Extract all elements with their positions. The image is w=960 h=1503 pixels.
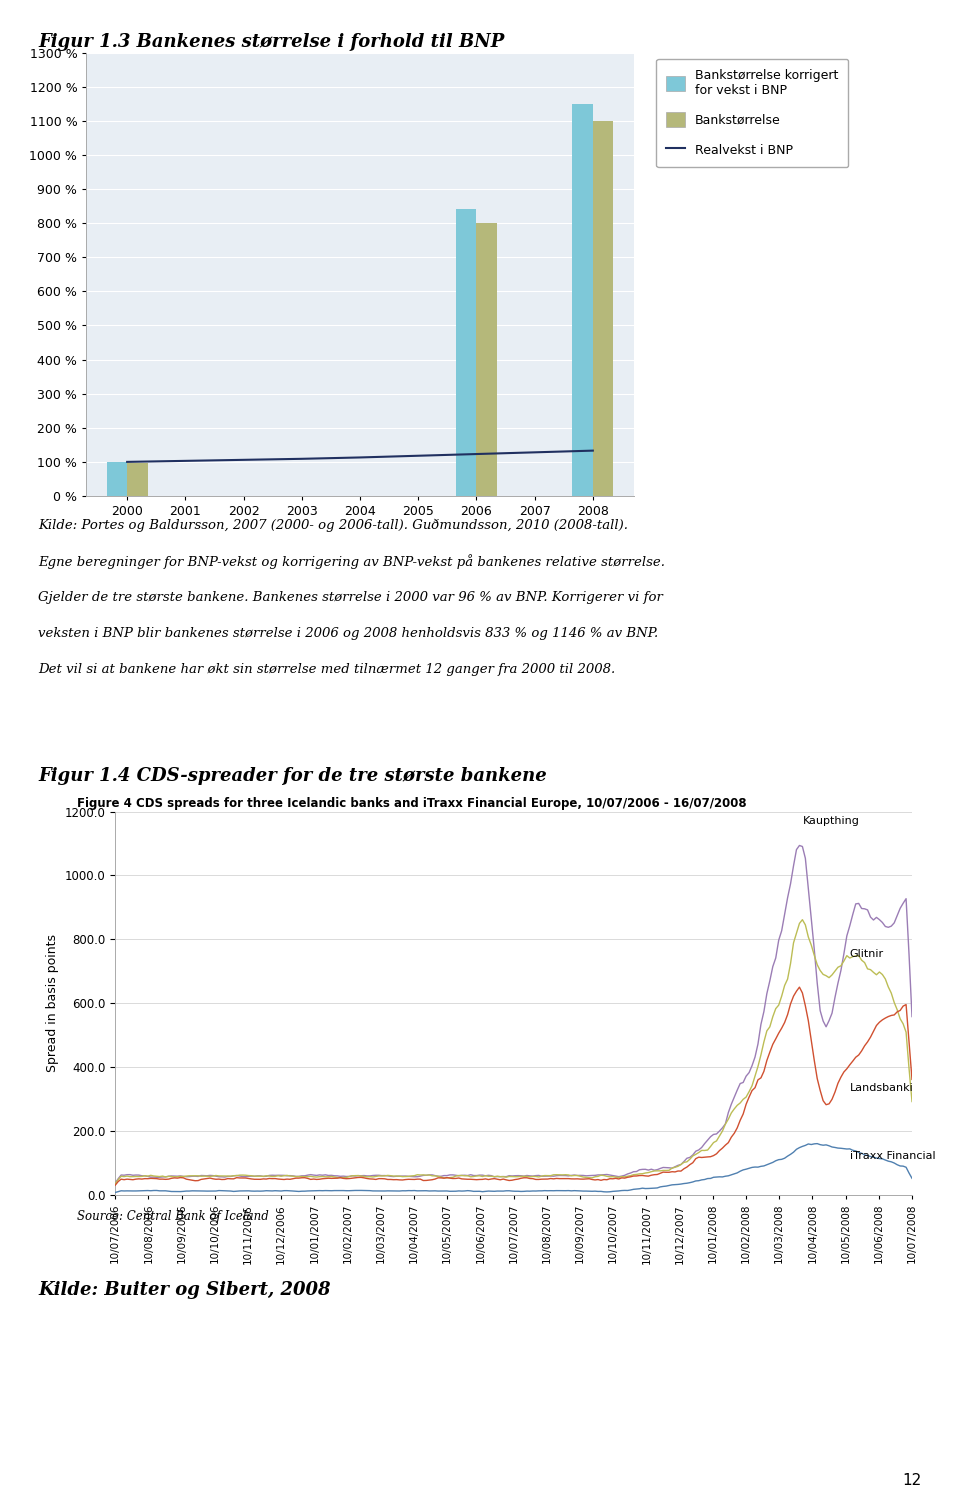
Text: Figur 1.4 CDS-spreader for de tre største bankene: Figur 1.4 CDS-spreader for de tre størst…	[38, 767, 547, 785]
Legend: Bankstørrelse korrigert
for vekst i BNP, Bankstørrelse, Realvekst i BNP: Bankstørrelse korrigert for vekst i BNP,…	[657, 59, 849, 167]
Text: Egne beregninger for BNP-vekst og korrigering av BNP-vekst på bankenes relative : Egne beregninger for BNP-vekst og korrig…	[38, 555, 665, 570]
Text: Kilde: Buiter og Sibert, 2008: Kilde: Buiter og Sibert, 2008	[38, 1281, 331, 1299]
Text: Glitnir: Glitnir	[850, 948, 884, 959]
Text: Figure 4 CDS spreads for three Icelandic banks and iTraxx Financial Europe, 10/0: Figure 4 CDS spreads for three Icelandic…	[77, 797, 747, 810]
Text: Landsbanki: Landsbanki	[850, 1082, 914, 1093]
Bar	[127, 463, 148, 496]
Bar	[456, 209, 476, 496]
Bar	[593, 120, 613, 496]
Bar	[572, 104, 593, 496]
Text: veksten i BNP blir bankenes størrelse i 2006 og 2008 henholdsvis 833 % og 1146 %: veksten i BNP blir bankenes størrelse i …	[38, 627, 659, 640]
Text: Kaupthing: Kaupthing	[803, 816, 859, 827]
Text: Source: Central Bank of Iceland: Source: Central Bank of Iceland	[77, 1210, 269, 1223]
Bar	[107, 461, 127, 496]
Bar	[476, 222, 497, 496]
Text: iTraxx Financial: iTraxx Financial	[850, 1151, 935, 1162]
Text: Kilde: Portes og Baldursson, 2007 (2000- og 2006-tall). Guðmundsson, 2010 (2008-: Kilde: Portes og Baldursson, 2007 (2000-…	[38, 519, 629, 532]
Text: Det vil si at bankene har økt sin størrelse med tilnærmet 12 ganger fra 2000 til: Det vil si at bankene har økt sin større…	[38, 663, 615, 676]
Y-axis label: Spread in basis points: Spread in basis points	[46, 935, 60, 1072]
Text: Gjelder de tre største bankene. Bankenes størrelse i 2000 var 96 % av BNP. Korri: Gjelder de tre største bankene. Bankenes…	[38, 591, 663, 604]
Text: Figur 1.3 Bankenes størrelse i forhold til BNP: Figur 1.3 Bankenes størrelse i forhold t…	[38, 33, 505, 51]
Text: 12: 12	[902, 1473, 922, 1488]
